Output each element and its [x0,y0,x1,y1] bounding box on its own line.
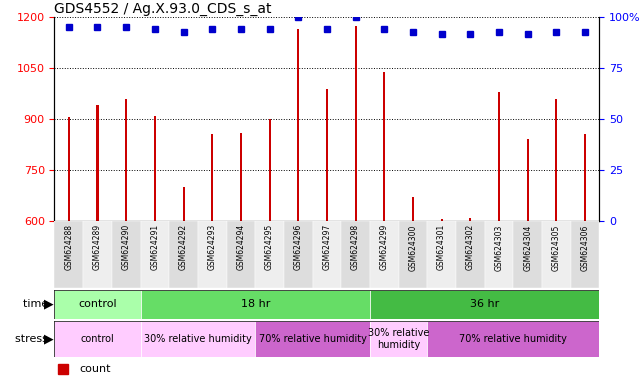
Bar [140,221,169,288]
Bar [125,99,127,384]
Text: ▶: ▶ [44,298,54,311]
Bar [226,221,255,288]
Bar [428,221,456,288]
Text: GSM624300: GSM624300 [408,224,417,271]
Bar [412,197,414,384]
Bar [542,221,570,288]
Text: GDS4552 / Ag.X.93.0_CDS_s_at: GDS4552 / Ag.X.93.0_CDS_s_at [54,2,272,16]
Bar [469,218,471,384]
Bar [313,221,341,288]
Bar [428,321,599,357]
Bar [140,290,370,319]
Bar [456,221,485,288]
Bar [169,221,198,288]
Text: 70% relative humidity: 70% relative humidity [460,334,567,344]
Text: control: control [81,334,114,344]
Bar [485,221,513,288]
Bar [54,290,140,319]
Text: GSM624299: GSM624299 [379,224,388,270]
Text: GSM624296: GSM624296 [294,224,303,270]
Bar [383,71,385,384]
Text: 30% relative humidity: 30% relative humidity [144,334,252,344]
Bar [527,139,529,384]
Bar [83,221,112,288]
Bar [154,116,156,384]
Bar [97,106,99,384]
Bar [498,92,500,384]
Text: 36 hr: 36 hr [470,299,499,310]
Text: GSM624305: GSM624305 [552,224,561,271]
Text: control: control [78,299,117,310]
Bar [354,26,356,384]
Bar [183,187,185,384]
Bar [68,118,70,384]
Text: time: time [22,299,51,310]
Bar [370,221,399,288]
Bar [570,221,599,288]
Bar [112,221,140,288]
Text: stress: stress [15,334,51,344]
Bar [370,321,428,357]
Text: GSM624294: GSM624294 [237,224,246,270]
Text: GSM624301: GSM624301 [437,224,446,270]
Bar [297,29,299,384]
Bar [269,119,271,384]
Text: GSM624297: GSM624297 [322,224,331,270]
Bar [399,221,428,288]
Bar [198,221,226,288]
Text: GSM624291: GSM624291 [151,224,160,270]
Bar [370,290,599,319]
Bar [584,134,586,384]
Text: GSM624304: GSM624304 [523,224,532,271]
Bar [341,221,370,288]
Text: GSM624298: GSM624298 [351,224,360,270]
Text: GSM624289: GSM624289 [93,224,102,270]
Bar [440,219,443,384]
Text: GSM624306: GSM624306 [581,224,590,271]
Bar [255,321,370,357]
Text: GSM624288: GSM624288 [64,224,73,270]
Text: GSM624303: GSM624303 [494,224,503,271]
Text: count: count [79,364,110,374]
Bar [54,221,83,288]
Bar [54,321,140,357]
Bar [555,99,557,384]
Text: 18 hr: 18 hr [240,299,270,310]
Text: GSM624292: GSM624292 [179,224,188,270]
Text: GSM624293: GSM624293 [208,224,217,270]
Text: 30% relative
humidity: 30% relative humidity [368,328,429,350]
Bar [513,221,542,288]
Bar [284,221,313,288]
Text: GSM624290: GSM624290 [122,224,131,270]
Bar [211,134,213,384]
Text: GSM624295: GSM624295 [265,224,274,270]
Bar [255,221,284,288]
Text: GSM624302: GSM624302 [466,224,475,270]
Bar [326,89,328,384]
Text: ▶: ▶ [44,333,54,345]
Bar [240,132,242,384]
Text: 70% relative humidity: 70% relative humidity [258,334,367,344]
Bar [140,321,255,357]
